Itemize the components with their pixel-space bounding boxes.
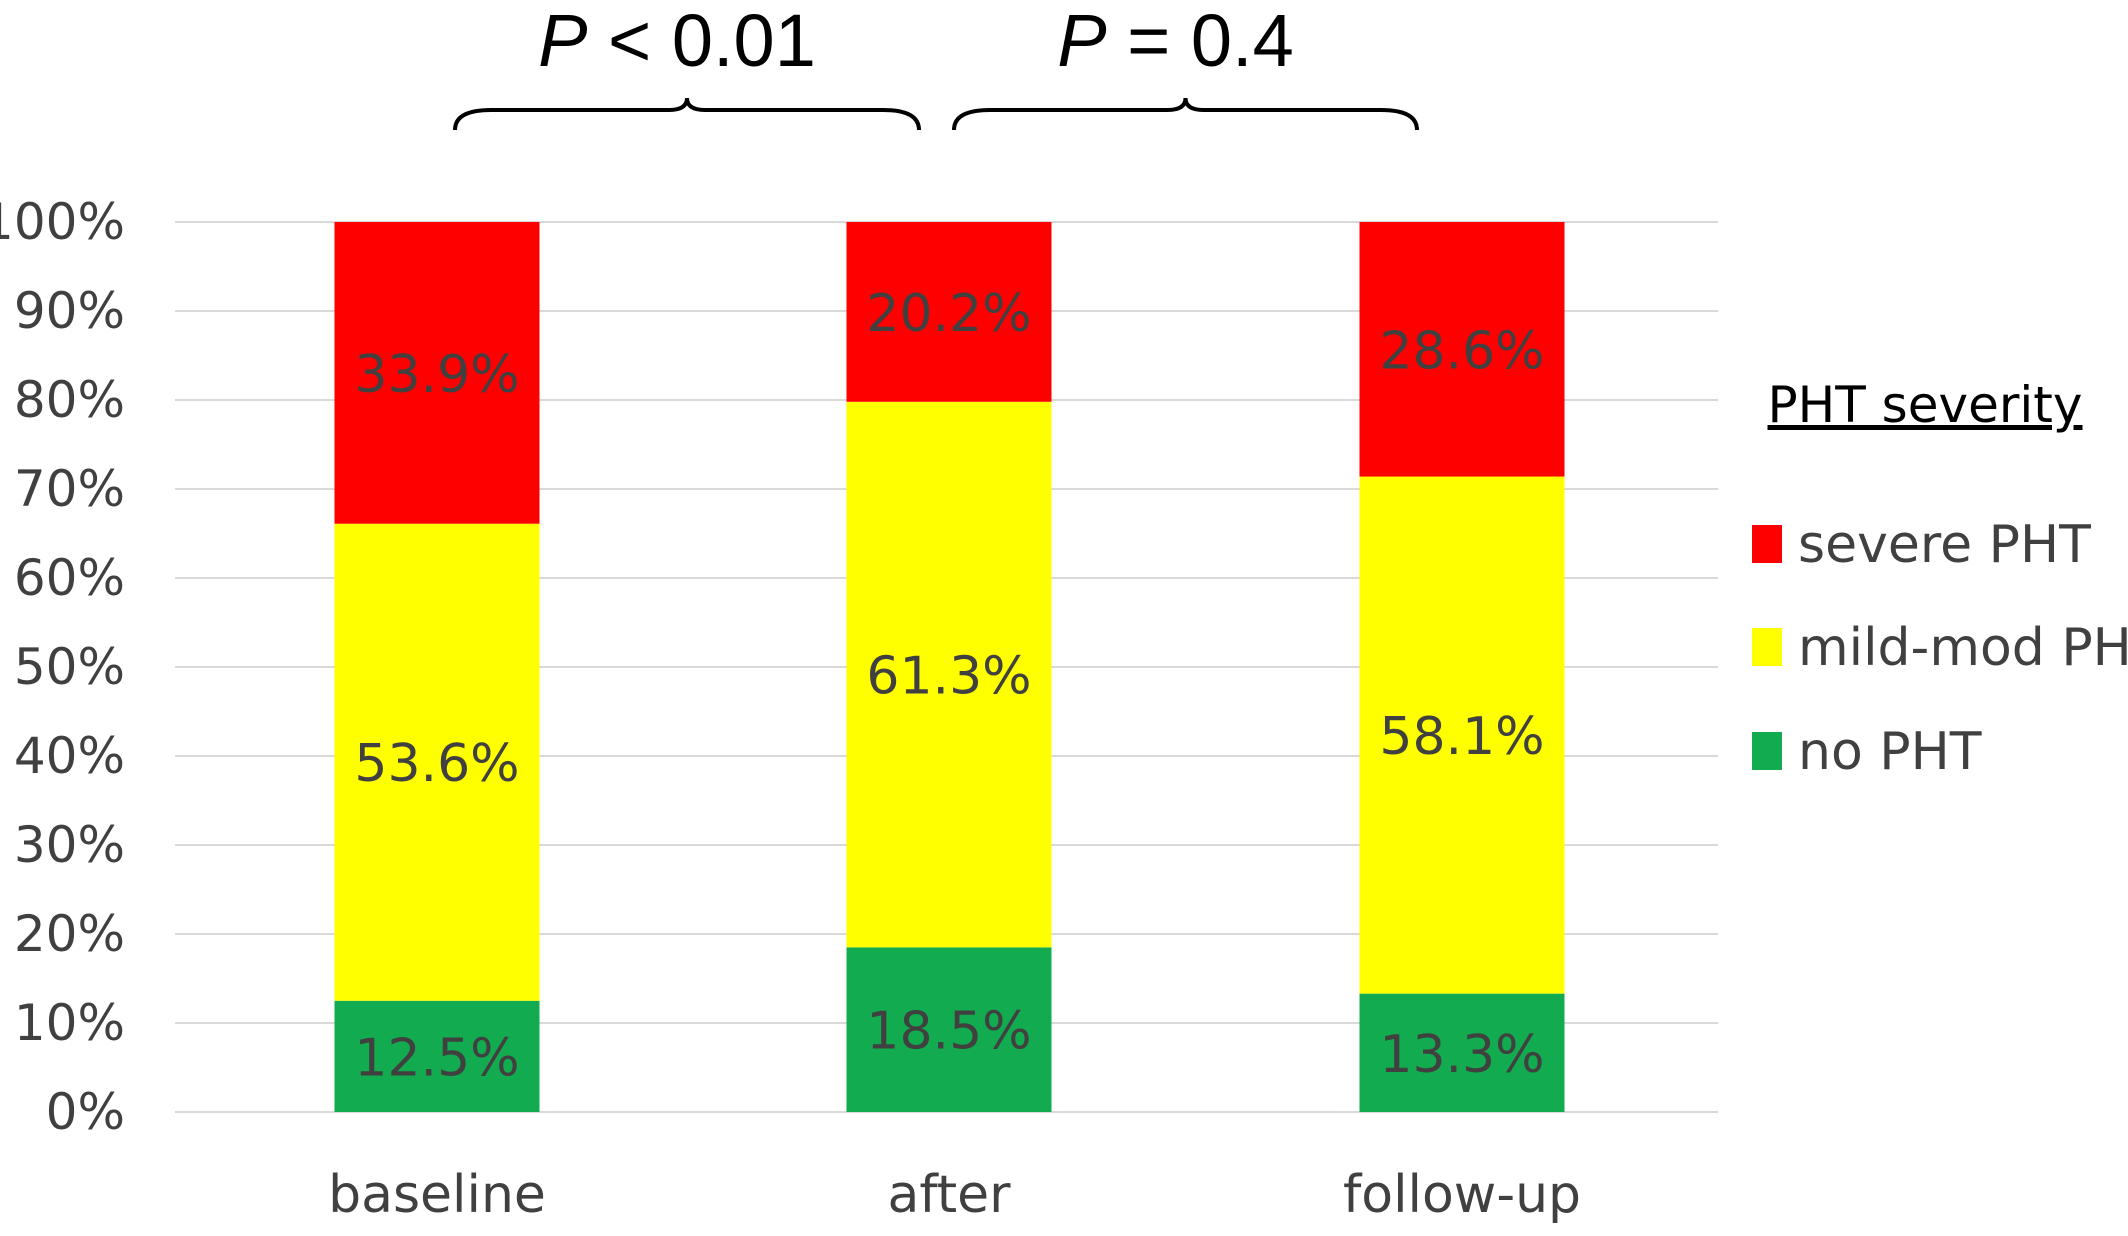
p-value-annotations: P < 0.01 P = 0.4: [453, 0, 1419, 131]
bar-segment: [334, 1000, 540, 1112]
x-category-label: follow-up: [1343, 1165, 1581, 1225]
x-category-label: after: [887, 1165, 1011, 1225]
bar-segment: [1359, 993, 1565, 1112]
brace: [453, 97, 921, 131]
y-tick-label: 70%: [14, 460, 125, 518]
legend-swatch: [1752, 628, 1782, 666]
y-tick-label: 100%: [0, 193, 125, 251]
p-value-label: P < 0.01: [538, 0, 816, 82]
bar-segment: [334, 523, 540, 1001]
y-tick-label: 30%: [14, 816, 125, 874]
data-label: 18.5%: [866, 1002, 1031, 1062]
bar-segment: [1359, 476, 1565, 994]
bar-segment: [334, 222, 540, 524]
y-tick-label: 90%: [14, 282, 125, 340]
data-label: 20.2%: [866, 284, 1031, 344]
x-category-label: baseline: [328, 1165, 546, 1225]
data-label: 53.6%: [354, 734, 519, 794]
brace: [952, 97, 1419, 131]
legend-label: severe PHT: [1798, 515, 2091, 575]
data-label: 13.3%: [1379, 1025, 1544, 1085]
bar-segment: [846, 222, 1052, 402]
data-label: 58.1%: [1379, 707, 1544, 767]
y-tick-label: 0%: [46, 1083, 125, 1141]
legend-swatch: [1752, 525, 1782, 563]
y-tick-label: 40%: [14, 727, 125, 785]
bar-segment: [846, 401, 1052, 948]
y-axis: 0% 10% 20% 30% 40% 50% 60% 70% 80% 90% 100%: [0, 193, 125, 1141]
legend-swatch: [1752, 732, 1782, 770]
bars: 12.5% 53.6% 33.9% 18.5% 61.3% 20.2% 13.3% 58.1%…: [334, 222, 1565, 1112]
data-label: 12.5%: [354, 1028, 519, 1088]
y-tick-label: 10%: [14, 994, 125, 1052]
y-tick-label: 50%: [14, 638, 125, 696]
legend-label: no PHT: [1798, 722, 1982, 782]
data-label: 61.3%: [866, 647, 1031, 707]
bar-segment: [846, 947, 1052, 1112]
x-axis: baseline after follow-up: [328, 1165, 1581, 1225]
bar-segment: [1359, 222, 1565, 477]
legend: PHT severity severe PHT mild-mod PHT no PH…: [1752, 376, 2128, 782]
p-value-label: P = 0.4: [1057, 0, 1294, 82]
y-tick-label: 20%: [14, 905, 125, 963]
legend-label: mild-mod PHT: [1798, 618, 2128, 678]
y-tick-label: 80%: [14, 371, 125, 429]
y-tick-label: 60%: [14, 549, 125, 607]
legend-title: PHT severity: [1768, 376, 2083, 434]
data-label: 28.6%: [1379, 321, 1544, 381]
data-label: 33.9%: [354, 345, 519, 405]
